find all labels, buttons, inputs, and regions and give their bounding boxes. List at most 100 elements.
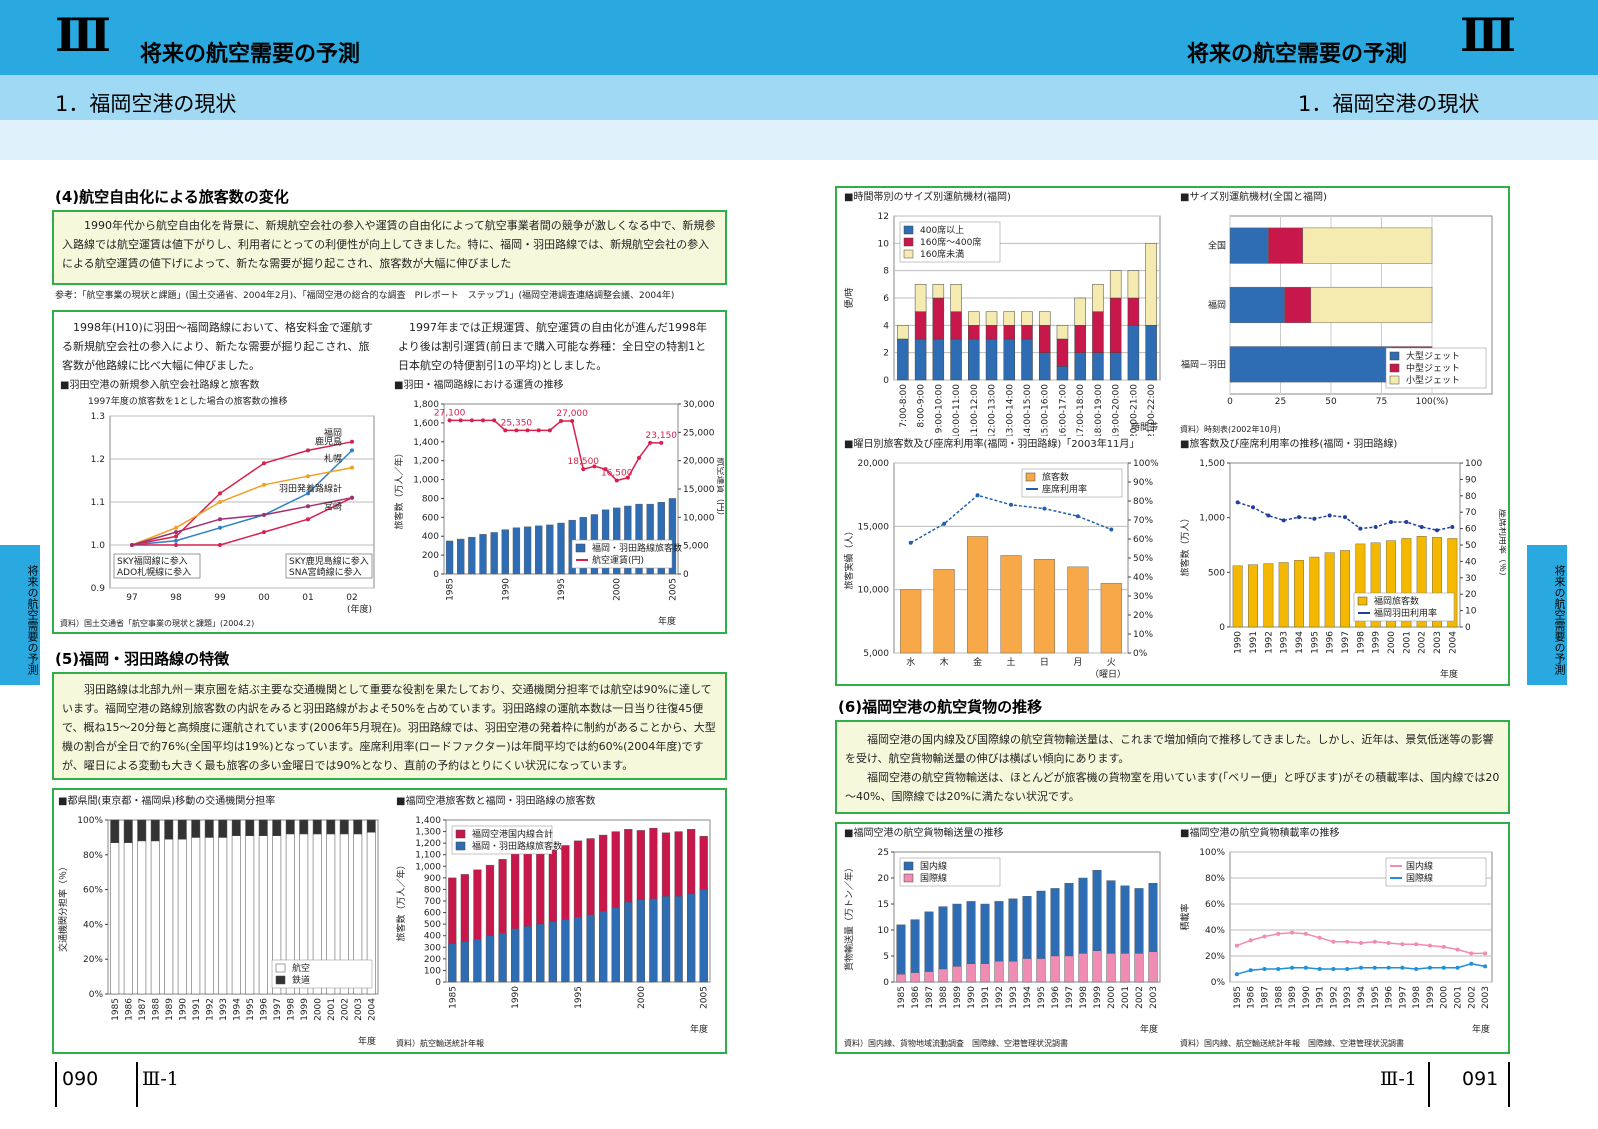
x-tick-label: 金 [973,656,982,668]
point [481,418,485,423]
x-tick-label: 1988 [1274,986,1284,1009]
rule [1508,1062,1510,1107]
point [525,428,530,433]
x-tick-label: 2004 [367,998,377,1021]
bar [624,901,633,983]
y2-axis-label: 航空運賃（円） [715,457,724,520]
section-heading: (4)航空自由化による旅客数の変化 [55,188,289,206]
bar [1003,325,1016,340]
x-tick-label: 1992 [995,986,1005,1009]
legend-swatch [575,543,586,553]
bar [1120,953,1130,983]
x-tick-label: 1995 [246,998,256,1021]
point [1312,516,1317,521]
point [603,467,608,472]
point [1235,500,1240,505]
point [1075,514,1080,519]
bar [1022,958,1032,983]
x-tick-label: 0 [1227,397,1233,407]
x-tick-label: 2000 [1107,986,1117,1009]
source: 資料）国土交通省「航空事業の現状と課題」(2004.2) [60,618,254,628]
point [469,418,474,423]
x-tick-label: 1985 [446,578,456,601]
x-tick-label: 1993 [1009,986,1019,1009]
point [174,538,178,543]
bar [573,916,583,983]
x-tick-label: 15:00-16:00 [1041,384,1051,436]
bar [1003,311,1016,326]
y2-tick-label: 0 [1465,623,1471,633]
bar [687,893,696,983]
bar [485,935,495,983]
y2-tick-label: 80 [1465,492,1477,502]
bar [1134,953,1144,983]
x-tick-label: 97 [126,593,137,603]
bar [1003,338,1016,381]
point [174,534,178,539]
point [218,517,222,522]
point [547,428,552,433]
line [131,449,353,546]
x-tick-label: 2005 [700,986,710,1009]
x-tick-label: 11:00-12:00 [970,384,980,436]
legend-box [899,857,1001,887]
x-tick-label: 01 [302,593,313,603]
y-tick-label: 1,400 [415,816,441,826]
legend-swatch [275,975,286,985]
annotation: SKY福岡線に参入 ADO札幌線に参入 [117,555,191,578]
source: 資料）時刻表(2002年10月) [1180,424,1281,434]
legend-label: 国内線 [920,860,947,872]
y-tick-label: 700 [424,897,441,907]
x-tick-label: 2003 [1149,986,1159,1009]
y-tick-label: 500 [424,920,441,930]
point [1327,513,1332,518]
y-tick-label: 0 [883,978,889,988]
x-tick-label: 12:00-13:00 [988,384,998,436]
y-tick-label: 20 [878,874,890,884]
y-tick-label: 1,200 [415,839,441,849]
y-tick-label: 300 [424,943,441,953]
bar [1109,297,1122,353]
point [174,530,178,535]
point [262,461,266,466]
point [1343,515,1347,520]
chart-title: ■福岡空港の航空貨物輸送量の推移 [844,826,1003,839]
x-tick-label: 2000 [613,578,623,601]
point [1400,942,1405,947]
legend-swatch [275,963,286,973]
legend-label: 座席利用率 [1042,483,1087,495]
bar [1386,540,1396,628]
line [131,466,353,546]
point [1373,524,1378,529]
y2-tick-label: 30% [1133,592,1153,602]
bar [353,819,363,835]
point [1359,965,1363,970]
bar [218,837,228,995]
bar [668,498,677,575]
x-tick-label: 25 [1275,397,1286,407]
point [659,440,664,445]
x-tick-label: 1999 [1093,986,1103,1009]
point [1469,951,1474,956]
point [350,465,354,470]
bar [1432,537,1442,628]
point [350,439,354,444]
chart-title: ■曜日別旅客数及び座席利用率(福岡・羽田路線)「2003年11月」 [844,437,1139,450]
y2-tick-label: 30 [1465,574,1477,584]
point [1441,965,1446,970]
legend-label: 羽田発着路線計 [279,483,342,495]
chart-title: ■羽田空港の新規参入航空会社路線と旅客数 [60,378,259,391]
x-tick-label: 2001 [1402,631,1412,654]
y-tick-label: 60% [1205,900,1225,910]
source: 資料）国内線、航空輸送統計年報 国際線、空港管理状況調書 [1180,1038,1404,1048]
y-tick-label: 福岡 [1208,299,1226,311]
y-tick-label: 4 [883,321,889,331]
point [458,418,463,423]
y-axis-label: 旅客数（万人／年） [395,860,407,941]
x-tick-label: 1996 [1385,986,1395,1009]
y-tick-label: 10 [878,926,890,936]
y-tick-label: 0 [1219,623,1225,633]
bar [1370,542,1381,628]
bar [546,524,554,575]
